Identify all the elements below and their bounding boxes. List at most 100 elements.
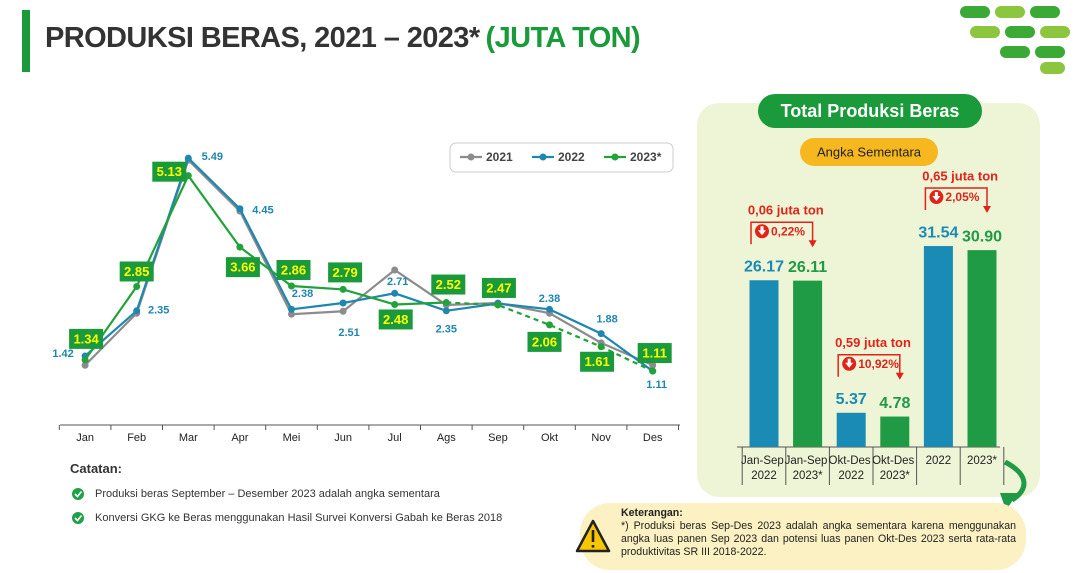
logo-part <box>960 6 990 18</box>
logo-part <box>1035 46 1065 58</box>
logo-part <box>995 6 1025 18</box>
point <box>81 356 89 364</box>
legend-dot <box>467 153 475 161</box>
remark: Keterangan: *) Produksi beras Sep-Des 202… <box>621 507 1016 559</box>
data-label: 2.38 <box>292 288 313 300</box>
legend-label: 2023* <box>630 150 662 164</box>
point <box>391 266 399 274</box>
point <box>184 154 192 162</box>
warning-icon-mark <box>591 530 595 542</box>
x-tick-label: Ags <box>437 432 456 444</box>
data-label: 2.38 <box>539 293 560 305</box>
annotation-arrow <box>808 240 817 248</box>
check-icon <box>72 512 84 524</box>
data-label-box <box>580 351 615 372</box>
data-label: 1.88 <box>596 314 617 326</box>
data-label-box <box>431 274 466 295</box>
point <box>391 300 399 308</box>
data-label: 2.71 <box>387 276 408 288</box>
data-label-box <box>119 261 154 282</box>
point <box>133 307 141 315</box>
x-tick-label: Feb <box>127 432 146 444</box>
x-tick-label: Jul <box>388 432 402 444</box>
point <box>494 301 502 309</box>
data-label-box <box>225 257 260 278</box>
annotation-icon-arrow <box>758 226 766 236</box>
series-line <box>84 156 654 372</box>
bar <box>793 280 823 447</box>
pointer-arrow <box>1003 459 1027 503</box>
x-tick-label: 2023* <box>967 455 998 467</box>
x-tick-label: Mei <box>283 432 301 444</box>
data-label-box <box>378 309 413 330</box>
data-label: 2.48 <box>383 312 408 327</box>
bar-title-pill <box>758 94 982 128</box>
data-label: 5.37 <box>836 391 867 408</box>
data-label: 26.11 <box>788 259 827 276</box>
data-label-box <box>328 262 363 283</box>
annotation: 0,65 juta ton <box>922 168 998 183</box>
point <box>288 305 295 313</box>
header: PRODUKSI BERAS, 2021 – 2023* (JUTA TON) <box>45 22 641 55</box>
series-line <box>446 301 654 373</box>
x-tick-label: Des <box>643 432 663 444</box>
point <box>442 299 450 307</box>
point <box>236 243 244 251</box>
header-unit: (JUTA TON) <box>485 22 641 54</box>
bar <box>749 280 779 447</box>
warning-icon-dot <box>591 545 595 548</box>
point <box>391 289 399 297</box>
point <box>288 310 295 318</box>
legend-dot <box>611 153 619 161</box>
data-label: 30.90 <box>962 228 1002 245</box>
data-label: 2.86 <box>281 262 306 277</box>
point <box>442 307 450 315</box>
bar-title: Total Produksi Beras <box>781 101 960 121</box>
annotation: 0,06 juta ton <box>748 203 824 218</box>
x-tick-label: Jun <box>334 432 352 444</box>
check-icon <box>72 488 84 500</box>
notes-title: Catatan: <box>70 461 123 476</box>
annotation-arrow <box>895 372 904 380</box>
data-label: 1.42 <box>52 348 73 360</box>
x-tick-label: Okt-Des 2023* <box>872 455 917 482</box>
point <box>546 305 553 313</box>
data-label: 2.47 <box>486 280 511 295</box>
data-label: 1.11 <box>642 345 667 360</box>
data-label: 4.78 <box>879 395 910 412</box>
data-label-box <box>69 328 104 349</box>
remark-text: *) Produksi beras Sep-Des 2023 adalah an… <box>621 520 1016 558</box>
legend-label: 2021 <box>486 150 513 164</box>
data-label: 2.85 <box>124 264 149 279</box>
header-title: PRODUKSI BERAS, 2021 – 2023* <box>45 22 480 54</box>
data-label-box <box>637 343 672 364</box>
data-label: 2.79 <box>332 265 357 280</box>
x-tick-label: Jan <box>76 432 94 444</box>
bar-subtitle: Angka Sementara <box>817 144 922 159</box>
bar <box>880 416 910 447</box>
data-label: 3.66 <box>230 260 255 275</box>
annotation-bracket <box>750 221 814 245</box>
data-label: 2.35 <box>436 324 457 336</box>
point <box>339 285 347 293</box>
annotation-bracket <box>837 354 901 377</box>
series-line <box>84 158 654 367</box>
note: Konversi GKG ke Beras menggunakan Hasil … <box>95 512 503 524</box>
logo <box>960 6 1070 74</box>
annotation-icon-arrow <box>845 358 854 368</box>
data-label: 4.45 <box>252 205 273 217</box>
data-label: 2.35 <box>148 305 169 317</box>
point <box>649 367 657 375</box>
logo-part <box>1030 6 1060 18</box>
point <box>339 299 347 307</box>
logo-part <box>970 26 1000 38</box>
point <box>597 343 605 351</box>
data-label: 2.52 <box>436 277 461 292</box>
annotation-change: 0,22% <box>771 224 805 238</box>
data-label: 1.11 <box>646 379 667 391</box>
data-label: 1.61 <box>584 354 609 369</box>
bar <box>967 250 997 447</box>
annotation-change: 10,92% <box>858 357 899 371</box>
